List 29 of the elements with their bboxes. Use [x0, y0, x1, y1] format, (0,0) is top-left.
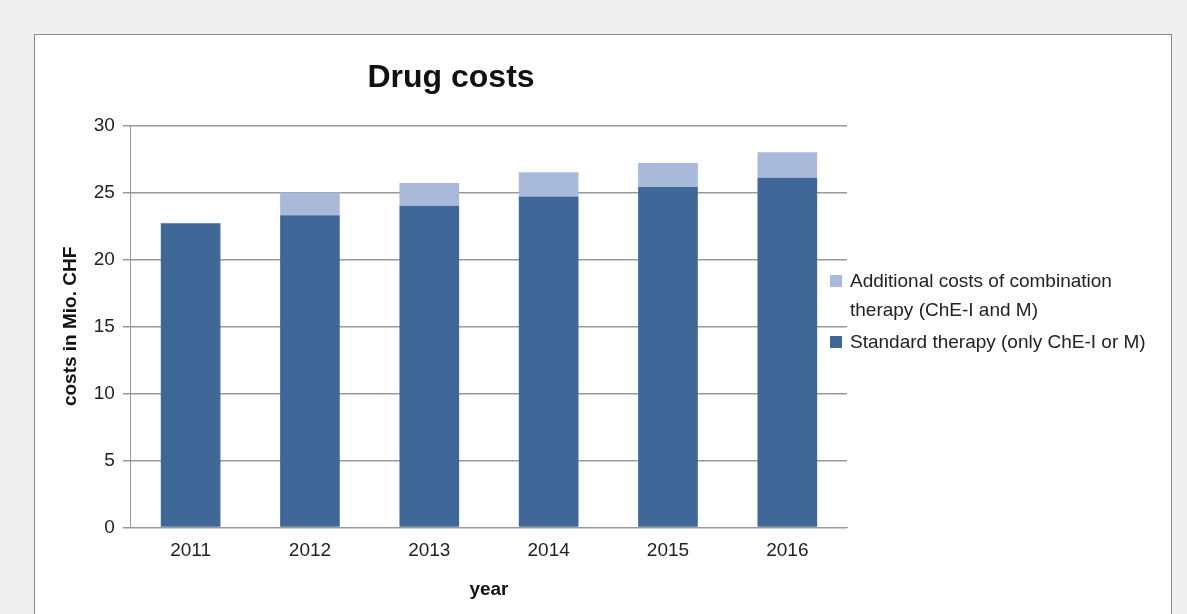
legend-label: Standard therapy (only ChE-I or M) — [850, 331, 1146, 352]
bar — [518, 172, 579, 197]
y-tick-label: 10 — [93, 381, 115, 403]
x-tick-label: 2013 — [408, 539, 451, 561]
x-tick-label: 2016 — [766, 539, 809, 561]
x-tick-label: 2012 — [288, 539, 332, 561]
y-tick-label: 30 — [93, 113, 115, 135]
bar — [757, 152, 818, 178]
y-axis-title: costs in Mio. CHF — [58, 246, 80, 407]
bar — [518, 196, 579, 527]
bar — [757, 177, 818, 527]
bar — [638, 187, 698, 527]
y-tick-label: 5 — [104, 448, 115, 470]
y-tick-label: 25 — [93, 180, 115, 202]
y-tick-label: 0 — [104, 515, 115, 537]
x-tick-label: 2011 — [170, 539, 212, 561]
legend-label: Additional costs of combination therapy (ChE-I and M) — [850, 270, 1112, 320]
bar — [638, 162, 698, 188]
x-tick-label: 2015 — [646, 539, 690, 561]
chart-title: Drug costs — [367, 58, 535, 95]
bar — [280, 192, 340, 216]
x-tick-label: 2014 — [527, 539, 571, 561]
bar — [399, 183, 460, 206]
y-tick-label: 20 — [93, 247, 115, 269]
bar — [160, 223, 221, 527]
bar — [280, 215, 340, 527]
x-axis-title: year — [469, 577, 510, 599]
y-tick-label: 15 — [93, 314, 115, 336]
bar — [399, 205, 460, 527]
